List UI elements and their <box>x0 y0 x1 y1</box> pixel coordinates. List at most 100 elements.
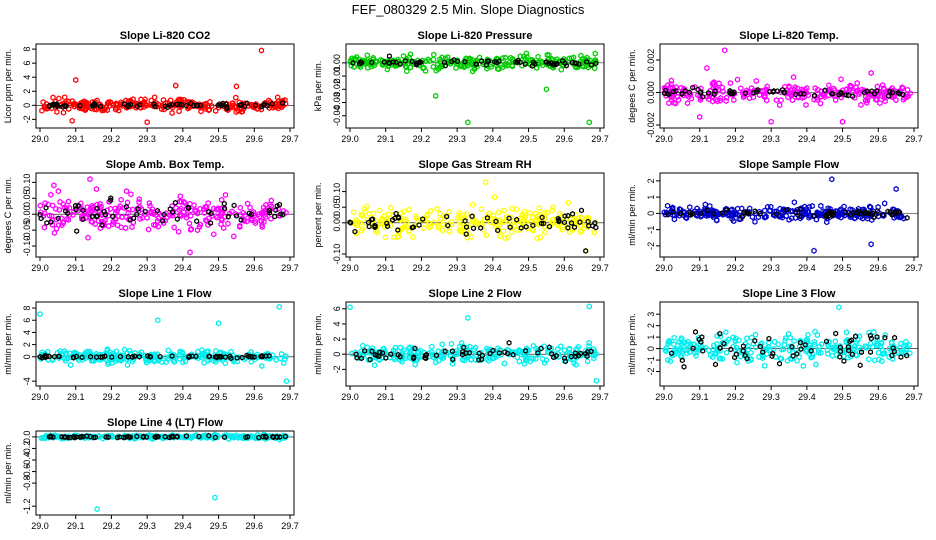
data-point-slope-0-21 <box>233 108 239 116</box>
data-point-slope-3-o1 <box>187 249 193 256</box>
data-point-slope-2-111 <box>687 91 694 98</box>
data-point-hourly-1-30 <box>417 59 423 65</box>
data-point-hourly-7-46 <box>442 348 448 355</box>
data-point-hourly-0-10 <box>77 102 83 109</box>
data-point-hourly-2-50 <box>861 89 867 96</box>
data-point-slope-3-165 <box>146 200 152 207</box>
data-point-slope-9-241 <box>198 434 204 441</box>
data-point-slope-4-202 <box>406 228 412 235</box>
y-tick-label: -0.04 <box>332 105 342 126</box>
data-point-slope-0-222 <box>266 97 272 104</box>
data-point-slope-4-258 <box>522 212 528 219</box>
data-point-hourly-8-7 <box>802 342 808 348</box>
data-point-slope-8-138 <box>734 359 740 366</box>
data-point-slope-9-214 <box>190 433 196 440</box>
data-point-slope-2-237 <box>882 98 888 105</box>
data-point-slope-3-242 <box>107 205 114 212</box>
data-point-slope-4-232 <box>353 230 359 237</box>
data-point-hourly-5-48 <box>880 211 886 218</box>
data-point-hourly-9-59 <box>263 434 269 441</box>
data-point-hourly-4-32 <box>478 225 484 231</box>
data-point-hourly-4-4 <box>539 214 545 221</box>
series-slope <box>37 303 290 385</box>
data-point-slope-2-188 <box>794 85 801 92</box>
data-point-hourly-4-0 <box>540 220 547 227</box>
data-point-slope-1-235 <box>467 56 473 63</box>
x-tick-label: 29.4 <box>798 134 816 144</box>
data-point-hourly-6-35 <box>100 354 106 360</box>
data-point-slope-8-214 <box>826 338 832 345</box>
data-point-slope-4-118 <box>468 233 475 240</box>
panel-title: Slope Line 2 Flow <box>429 288 522 300</box>
data-point-slope-5-207 <box>841 203 847 210</box>
x-tick-label: 29.6 <box>246 521 264 531</box>
y-tick-label: 4 <box>22 330 32 335</box>
data-point-hourly-6-33 <box>218 353 224 360</box>
data-point-hourly-3-55 <box>222 205 228 212</box>
data-point-slope-8-247 <box>785 331 792 338</box>
data-point-slope-7-o1 <box>586 303 593 310</box>
data-point-slope-3-224 <box>181 209 187 216</box>
data-point-slope-8-248 <box>736 337 742 344</box>
data-point-slope-4-87 <box>525 225 531 232</box>
data-point-slope-6-o0 <box>37 311 43 318</box>
data-point-hourly-1-10 <box>386 53 392 59</box>
data-point-hourly-6-57 <box>239 354 245 361</box>
x-tick-label: 29.1 <box>67 134 85 144</box>
data-point-hourly-7-8 <box>535 350 541 356</box>
y-tick-label: 0.05 <box>22 190 32 208</box>
data-point-hourly-1-37 <box>576 61 582 67</box>
data-point-hourly-7-54 <box>463 350 469 356</box>
data-point-hourly-9-56 <box>59 433 65 440</box>
data-point-slope-4-117 <box>530 214 536 221</box>
data-point-slope-7-210 <box>369 345 376 352</box>
data-point-slope-8-237 <box>833 352 840 359</box>
x-tick-label: 29.3 <box>448 392 466 402</box>
data-point-hourly-5-31 <box>797 206 803 212</box>
data-point-slope-3-11 <box>93 186 100 193</box>
x-tick-label: 29.1 <box>691 263 709 273</box>
data-point-hourly-4-8 <box>495 227 501 234</box>
data-point-slope-3-190 <box>197 205 203 212</box>
data-point-hourly-3-47 <box>134 211 140 218</box>
data-point-hourly-9-26 <box>282 433 288 440</box>
series-slope <box>661 47 913 125</box>
panel-1: Slope Li-820 CO2 29.0 29.1 29.2 29.3 29.4 29.5… <box>3 30 299 144</box>
data-point-slope-8-245 <box>876 356 882 363</box>
y-tick-label: -0.03 <box>332 92 342 113</box>
data-point-hourly-9-39 <box>80 433 86 440</box>
data-point-slope-3-246 <box>173 204 179 211</box>
data-point-slope-8-132 <box>791 337 797 345</box>
data-point-slope-4-174 <box>424 211 431 218</box>
data-point-slope-8-204 <box>665 356 671 364</box>
data-point-slope-4-170 <box>536 216 542 223</box>
data-point-slope-5-27 <box>859 215 866 222</box>
data-point-slope-0-o0 <box>72 76 79 84</box>
y-tick-label: 0.00 <box>332 54 342 72</box>
data-point-slope-4-99 <box>376 207 383 214</box>
data-point-slope-1-171 <box>558 66 565 73</box>
data-point-slope-4-172 <box>446 228 453 235</box>
x-tick-label: 29.5 <box>834 263 852 273</box>
data-point-slope-8-71 <box>825 350 831 357</box>
data-point-slope-7-143 <box>490 355 496 362</box>
data-point-hourly-8-8 <box>698 339 704 345</box>
data-point-slope-3-55 <box>183 205 190 212</box>
data-point-hourly-0-49 <box>90 102 96 109</box>
data-point-hourly-8-59 <box>882 334 888 341</box>
data-point-hourly-5-4 <box>793 209 799 216</box>
x-tick-label: 29.7 <box>905 134 923 144</box>
data-point-hourly-7-28 <box>476 357 482 363</box>
x-tick-label: 29.4 <box>798 263 816 273</box>
data-point-slope-1-66 <box>364 52 370 59</box>
data-point-slope-3-185 <box>56 206 62 213</box>
data-point-slope-3-44 <box>65 198 72 205</box>
data-point-slope-8-51 <box>771 338 778 345</box>
data-point-hourly-8-17 <box>874 334 880 340</box>
data-point-hourly-0-43 <box>183 102 189 109</box>
data-point-slope-5-218 <box>671 216 678 223</box>
y-tick-label: 6 <box>332 306 342 311</box>
x-tick-label: 29.1 <box>377 392 395 402</box>
data-point-hourly-1-57 <box>359 59 365 66</box>
data-point-slope-1-257 <box>464 61 470 68</box>
